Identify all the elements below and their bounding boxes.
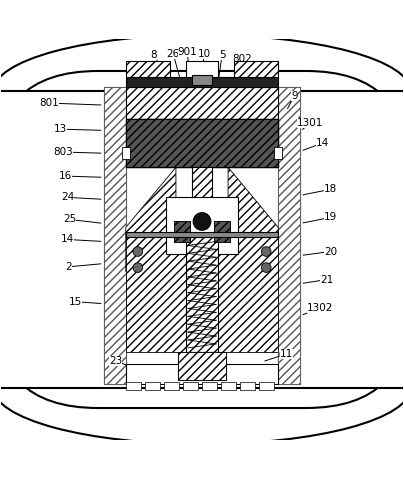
Text: 18: 18 (324, 184, 337, 194)
Circle shape (261, 247, 271, 256)
Bar (126, 87, 278, 119)
Text: 15: 15 (69, 297, 82, 307)
Text: 26: 26 (166, 49, 180, 59)
Text: 14: 14 (61, 235, 74, 244)
Bar (126, 232, 278, 238)
Text: 1301: 1301 (297, 118, 324, 128)
Text: 9: 9 (291, 91, 298, 101)
Bar (183, 382, 198, 390)
Text: 21: 21 (320, 274, 333, 285)
Polygon shape (218, 238, 278, 352)
Bar (126, 119, 278, 167)
Text: 16: 16 (59, 171, 72, 181)
Text: 23: 23 (109, 356, 122, 365)
Bar (221, 382, 236, 390)
Text: 6: 6 (261, 64, 267, 74)
Bar (178, 352, 226, 380)
Bar (122, 147, 130, 159)
Circle shape (261, 263, 271, 273)
Bar (214, 221, 230, 241)
Bar (202, 382, 217, 390)
Bar (186, 61, 218, 77)
Bar (234, 61, 278, 77)
Bar (174, 221, 190, 241)
Text: 2: 2 (65, 262, 72, 272)
Text: 10: 10 (198, 49, 210, 59)
Polygon shape (126, 238, 186, 352)
Text: 1302: 1302 (307, 303, 334, 313)
FancyBboxPatch shape (0, 71, 404, 408)
Bar (126, 382, 141, 390)
Bar (186, 238, 218, 352)
Bar (214, 221, 230, 241)
Bar (278, 87, 300, 384)
Bar (192, 119, 212, 296)
Bar (126, 119, 278, 167)
Text: 803: 803 (54, 147, 74, 157)
Text: 19: 19 (324, 212, 337, 222)
Bar (104, 87, 126, 384)
Text: 24: 24 (61, 193, 74, 202)
Text: 13: 13 (54, 124, 67, 134)
Text: 5: 5 (219, 50, 225, 60)
Bar (164, 382, 179, 390)
Bar (145, 382, 160, 390)
Text: 11: 11 (280, 349, 293, 359)
Bar (166, 197, 238, 253)
Text: 25: 25 (63, 215, 76, 225)
Text: 20: 20 (324, 247, 337, 257)
Polygon shape (126, 167, 176, 272)
Bar (0, 91, 404, 388)
Polygon shape (228, 167, 278, 272)
Bar (192, 75, 212, 85)
Text: 801: 801 (40, 98, 59, 108)
Bar (126, 77, 278, 87)
Bar (240, 382, 255, 390)
Circle shape (133, 247, 143, 256)
Circle shape (193, 213, 211, 230)
Text: 8: 8 (151, 50, 157, 60)
Bar (174, 221, 190, 241)
Circle shape (133, 263, 143, 273)
Bar (126, 61, 170, 77)
Bar (178, 352, 226, 380)
Text: 14: 14 (316, 138, 329, 148)
Text: 802: 802 (232, 54, 252, 64)
Text: 12: 12 (209, 375, 223, 385)
Bar (259, 382, 274, 390)
Bar (104, 87, 126, 384)
Text: 901: 901 (178, 47, 198, 57)
Bar (274, 147, 282, 159)
Bar (126, 364, 278, 384)
Bar (278, 87, 300, 384)
